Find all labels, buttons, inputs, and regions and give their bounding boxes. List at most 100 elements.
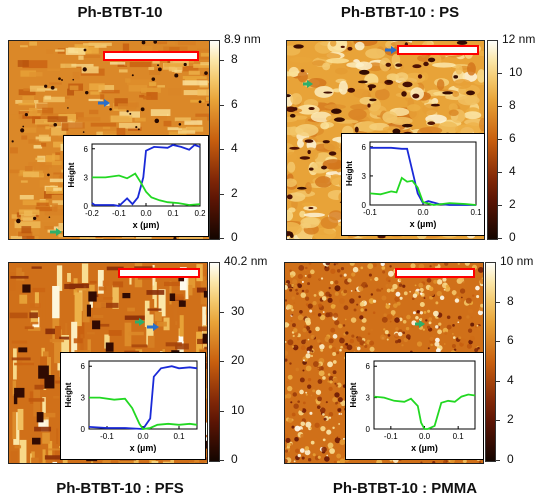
colorbar-tick-label: 4 bbox=[509, 164, 516, 178]
colorbar bbox=[209, 262, 220, 462]
colorbar-tick-mark bbox=[498, 139, 502, 140]
height-profile-inset: 6 3 0 -0.2 -0.1 0.0 0.1 0.2 x (µm) Height bbox=[63, 135, 209, 237]
colorbar-tick-label: 4 bbox=[507, 372, 514, 387]
plot-frame bbox=[369, 141, 477, 206]
colorbar-tick-label: 6 bbox=[231, 96, 238, 111]
colorbar-tick-label: 20 bbox=[231, 353, 245, 368]
colorbar-tick-mark bbox=[220, 104, 224, 106]
colorbar bbox=[485, 262, 496, 462]
scale-bar bbox=[395, 268, 475, 278]
colorbar-tick-mark bbox=[496, 301, 500, 303]
y-axis-label: Height bbox=[64, 382, 73, 407]
colorbar-tick-label: 6 bbox=[509, 131, 516, 145]
y-axis-label: Height bbox=[345, 161, 354, 186]
colorbar-tick-label: 2 bbox=[507, 412, 514, 427]
panel-title-d: Ph-BTBT-10 : PMMA bbox=[332, 480, 478, 497]
y-axis-label: Height bbox=[67, 162, 76, 187]
y-tick-label: 3 bbox=[81, 394, 86, 403]
y-tick-label: 6 bbox=[81, 362, 86, 371]
x-tick-label: 0.2 bbox=[194, 209, 206, 218]
colorbar-tick-label: 10 bbox=[231, 402, 245, 417]
colorbar-tick-mark bbox=[220, 361, 224, 363]
y-tick-label: 0 bbox=[362, 201, 367, 210]
y-tick-label: 6 bbox=[366, 362, 371, 371]
profile-line bbox=[373, 393, 476, 430]
x-tick-label: 0.1 bbox=[453, 432, 465, 441]
x-tick-label: -0.1 bbox=[100, 432, 114, 441]
panel-title-c: Ph-BTBT-10 : PFS bbox=[56, 480, 184, 497]
y-tick-label: 6 bbox=[84, 145, 89, 154]
x-axis-label: x (µm) bbox=[410, 219, 437, 229]
plot-frame bbox=[373, 360, 476, 430]
x-tick-label: 0.0 bbox=[140, 209, 152, 218]
colorbar-tick-mark bbox=[498, 172, 502, 173]
colorbar-tick-mark bbox=[220, 60, 224, 62]
panel-title-a: Ph-BTBT-10 bbox=[77, 4, 163, 21]
colorbar-tick-mark bbox=[220, 238, 224, 239]
y-tick-label: 3 bbox=[84, 173, 89, 182]
colorbar-tick-label: 2 bbox=[509, 197, 516, 211]
height-profile-inset: 6 3 0 -0.1 0.0 0.1 x (µm) Height bbox=[341, 133, 485, 236]
x-tick-label: 0.0 bbox=[137, 432, 149, 441]
colorbar-max-label: 12 nm bbox=[502, 32, 536, 46]
colorbar-tick-label: 8 bbox=[231, 52, 238, 67]
profile-line bbox=[89, 396, 198, 430]
colorbar-tick-label: 10 bbox=[509, 65, 523, 79]
colorbar-max-label: 8.9 nm bbox=[224, 32, 261, 46]
colorbar bbox=[209, 40, 220, 240]
y-tick-label: 0 bbox=[366, 425, 371, 434]
colorbar-tick-label: 8 bbox=[509, 98, 516, 112]
x-tick-label: 0.1 bbox=[167, 209, 179, 218]
colorbar-tick-mark bbox=[498, 106, 502, 107]
scale-bar bbox=[103, 51, 199, 61]
profile-line bbox=[88, 365, 198, 430]
x-tick-label: 0.0 bbox=[417, 208, 429, 217]
colorbar-tick-label: 4 bbox=[231, 141, 238, 155]
scale-bar bbox=[118, 268, 200, 278]
x-axis-label: x (µm) bbox=[133, 220, 160, 230]
height-profile-inset: 6 3 0 -0.1 0.0 0.1 x (µm) Height bbox=[60, 352, 206, 460]
x-tick-label: -0.1 bbox=[384, 432, 398, 441]
y-tick-label: 0 bbox=[84, 202, 89, 211]
plot-frame bbox=[88, 360, 198, 430]
colorbar-tick-label: 6 bbox=[507, 333, 514, 348]
x-tick-label: 0.1 bbox=[470, 208, 482, 217]
colorbar-max-label: 40.2 nm bbox=[224, 254, 268, 268]
colorbar-tick-label: 0 bbox=[231, 230, 238, 244]
y-tick-label: 0 bbox=[81, 425, 86, 434]
x-tick-label: -0.1 bbox=[112, 209, 126, 218]
colorbar-tick-label: 30 bbox=[231, 304, 245, 319]
colorbar-tick-mark bbox=[498, 238, 502, 239]
x-tick-label: 0.1 bbox=[173, 432, 185, 441]
colorbar-tick-mark bbox=[220, 460, 224, 461]
scale-bar bbox=[397, 45, 479, 55]
colorbar-tick-mark bbox=[496, 341, 500, 343]
colorbar-tick-mark bbox=[220, 149, 224, 150]
x-tick-label: 0.0 bbox=[419, 432, 431, 441]
colorbar-tick-mark bbox=[498, 73, 502, 74]
profile-line bbox=[92, 172, 201, 206]
profile-line bbox=[370, 146, 476, 206]
colorbar-tick-mark bbox=[496, 460, 500, 461]
colorbar-tick-mark bbox=[220, 193, 224, 195]
colorbar-tick-label: 8 bbox=[507, 293, 514, 308]
colorbar-tick-label: 2 bbox=[231, 185, 238, 200]
y-tick-label: 3 bbox=[362, 172, 367, 181]
colorbar-tick-label: 0 bbox=[507, 452, 514, 466]
panel-title-b: Ph-BTBT-10 : PS bbox=[340, 4, 460, 21]
colorbar-max-label: 10 nm bbox=[500, 254, 534, 268]
x-tick-label: -0.2 bbox=[85, 209, 99, 218]
colorbar-tick-label: 0 bbox=[509, 230, 516, 244]
colorbar-tick-mark bbox=[496, 380, 500, 382]
y-tick-label: 6 bbox=[362, 143, 367, 152]
colorbar-tick-mark bbox=[496, 420, 500, 422]
colorbar-tick-mark bbox=[498, 205, 502, 206]
height-profile-inset: 6 3 0 -0.1 0.0 0.1 x (µm) Height bbox=[345, 352, 484, 460]
profile-line bbox=[91, 143, 201, 207]
y-axis-label: Height bbox=[349, 382, 358, 407]
colorbar-tick-label: 0 bbox=[231, 452, 238, 466]
colorbar-tick-mark bbox=[220, 312, 224, 314]
x-tick-label: -0.1 bbox=[363, 208, 377, 217]
colorbar bbox=[487, 40, 498, 240]
colorbar-tick-mark bbox=[220, 410, 224, 412]
